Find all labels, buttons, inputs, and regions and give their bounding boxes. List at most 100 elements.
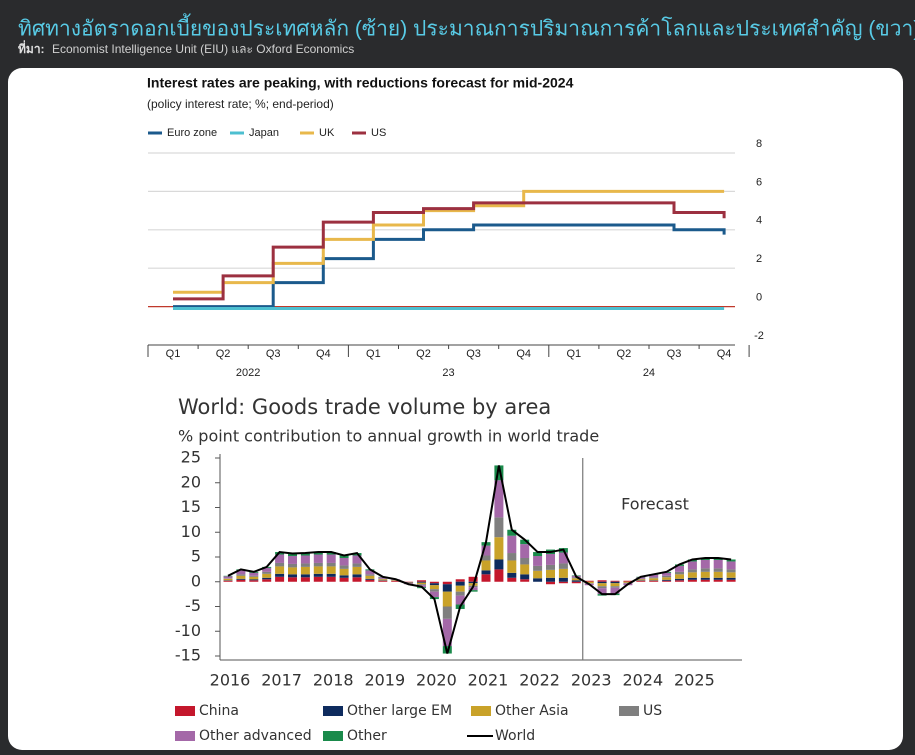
bar-segment <box>558 581 568 584</box>
bar-segment <box>313 562 323 567</box>
bar-segment <box>339 575 349 578</box>
x-tick-label: Q4 <box>516 348 531 360</box>
bar-segment <box>455 581 465 586</box>
bar-segment <box>442 618 452 647</box>
y-tick-label: 25 <box>181 448 201 467</box>
bar-segment <box>649 578 659 581</box>
bar-segment <box>236 570 246 575</box>
legend-swatch <box>471 706 491 716</box>
bar-segment <box>300 574 310 578</box>
y-tick-label: 20 <box>181 472 201 491</box>
y-tick-label: 15 <box>181 497 201 516</box>
bar-segment <box>520 557 530 565</box>
bar-segment <box>726 579 736 582</box>
bar-segment <box>571 581 581 584</box>
bar-segment <box>352 563 362 567</box>
bar-segment <box>339 565 349 569</box>
bar-segment <box>300 553 310 556</box>
bar-segment <box>249 575 259 577</box>
bar-segment <box>687 572 697 578</box>
x-tick-label: Q3 <box>466 348 481 360</box>
bar-segment <box>675 580 684 582</box>
x-tick-label: 2017 <box>261 671 302 690</box>
bar-segment <box>262 567 272 572</box>
bar-segment <box>365 574 375 576</box>
bar-segment <box>339 555 349 558</box>
x-tick-label: Q1 <box>366 348 381 360</box>
bar-segment <box>675 574 684 579</box>
bar-segment <box>262 579 272 582</box>
bar-segment <box>610 587 620 594</box>
world-line <box>227 465 732 654</box>
y-tick-label: 2 <box>756 253 762 265</box>
x-tick-label: 2024 <box>622 671 663 690</box>
y-tick-label: -2 <box>754 330 764 342</box>
bar-segment <box>481 545 491 556</box>
bar-segment <box>249 580 259 582</box>
bar-segment <box>649 577 659 579</box>
legend-label: World <box>495 728 535 744</box>
bar-segment <box>417 581 426 583</box>
bar-segment <box>520 539 530 545</box>
y-tick-label: 0 <box>756 292 762 304</box>
bar-segment <box>352 577 362 582</box>
bar-segment <box>520 574 530 580</box>
bar-segment <box>533 556 543 566</box>
bar-segment <box>468 581 478 584</box>
bar-segment <box>726 569 736 573</box>
x-tick-label: Q2 <box>617 348 632 360</box>
bar-segment <box>507 572 517 578</box>
bar-segment <box>533 578 543 582</box>
bar-segment <box>326 562 336 567</box>
bar-segment <box>455 591 465 596</box>
bar-segment <box>662 572 672 576</box>
bar-segment <box>494 569 504 582</box>
bar-segment <box>700 571 710 578</box>
legend-label: Japan <box>249 127 279 139</box>
step-line <box>173 189 725 294</box>
x-tick-label: 2022 <box>519 671 560 690</box>
bar-segment <box>675 565 684 572</box>
bar-segment <box>468 590 478 592</box>
bar-segment <box>700 577 710 580</box>
bar-segment <box>546 581 555 585</box>
bar-segment <box>468 587 478 591</box>
annotation: Forecast <box>621 495 689 514</box>
bar-segment <box>481 570 491 575</box>
x-tick-label: Q1 <box>566 348 581 360</box>
bar-segment <box>494 537 504 560</box>
bar-segment <box>520 564 530 575</box>
bar-segment <box>275 554 285 563</box>
bar-segment <box>442 584 452 592</box>
x-tick-label: 2018 <box>313 671 354 690</box>
bar-segment <box>533 565 543 571</box>
bar-segment <box>223 580 233 582</box>
bar-segment <box>584 580 594 582</box>
legend-label: US <box>371 127 386 139</box>
bar-segment <box>558 563 568 569</box>
chart1-subtitle: (policy interest rate; %; end-period) <box>147 97 334 111</box>
x-tick-label: Q4 <box>717 348 732 360</box>
legend-label: Other Asia <box>495 703 569 719</box>
bar-segment <box>636 577 646 579</box>
bar-segment <box>713 568 723 572</box>
bar-segment <box>687 561 697 570</box>
bar-segment <box>610 581 620 584</box>
bar-segment <box>429 583 439 586</box>
bar-segment <box>326 554 336 563</box>
bar-segment <box>429 589 439 592</box>
bar-segment <box>300 566 310 575</box>
x-tick-label: Q1 <box>166 348 181 360</box>
bar-segment <box>687 579 697 582</box>
x-tick-label: 2025 <box>674 671 715 690</box>
bar-segment <box>300 555 310 564</box>
x-tick-label: Q4 <box>316 348 331 360</box>
source: Economist Intelligence Unit (EIU) และ Ox… <box>52 42 354 56</box>
legend-swatch <box>175 731 195 741</box>
bar-segment <box>223 578 233 581</box>
bar-segment <box>597 586 607 589</box>
bar-segment <box>546 577 555 582</box>
bar-segment <box>352 566 362 575</box>
bar-segment <box>288 574 297 578</box>
bar-segment <box>520 579 530 582</box>
